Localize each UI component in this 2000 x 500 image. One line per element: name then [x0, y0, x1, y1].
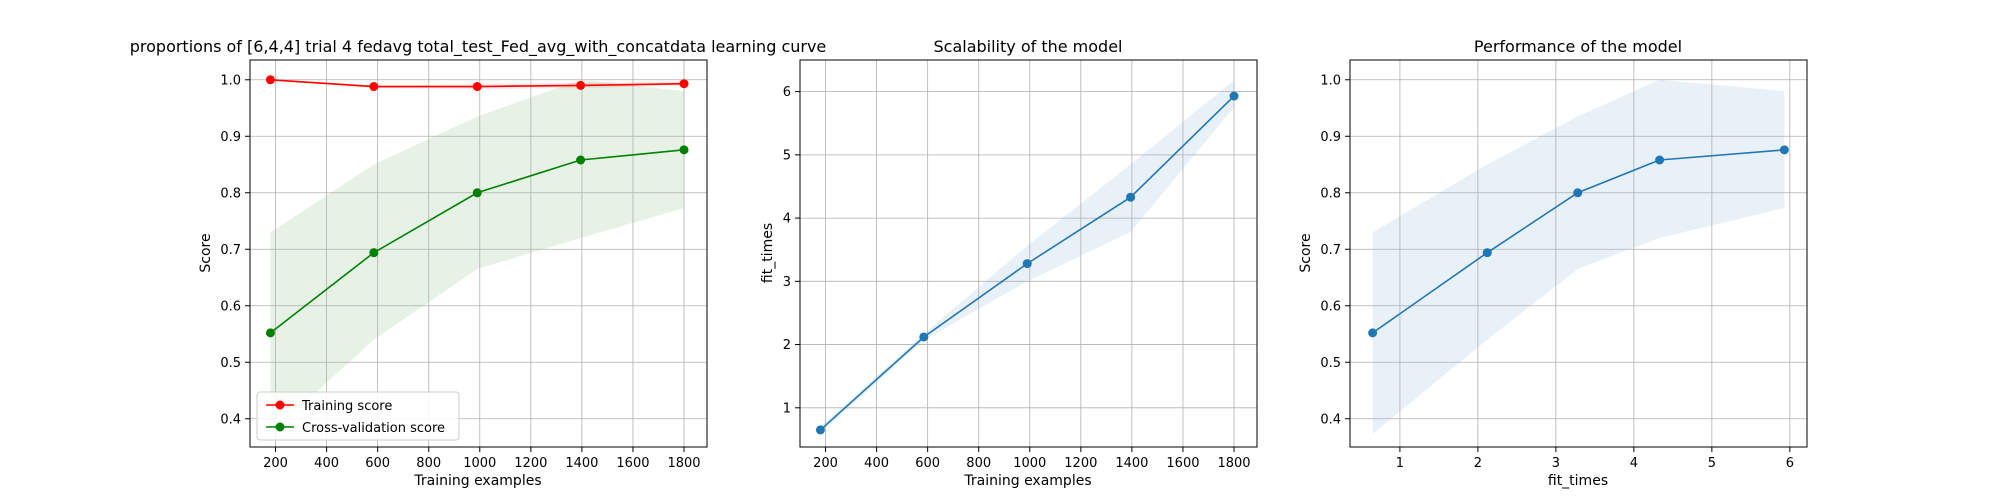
plot-area-border: [1349, 59, 1808, 448]
x-tick-label-4: 1000: [1013, 456, 1046, 471]
y-tick-label-0: 0.4: [1320, 412, 1341, 427]
panel-learning-curve: 200 400 600 800 1000 1200 1400 1600 1800 0.4 0.5 0.…: [130, 37, 827, 489]
data-point-0-1: [919, 332, 929, 342]
chart-title: proportions of [6,4,4] trial 4 fedavg to…: [130, 37, 827, 57]
data-point-0-2: [1022, 259, 1032, 269]
y-tick-label-3: 0.7: [220, 243, 241, 258]
data-point-0-0: [1368, 328, 1378, 338]
x-tick-label-0: 1: [1396, 456, 1404, 471]
x-tick-label-3: 4: [1630, 456, 1638, 471]
y-tick-label-5: 0.9: [220, 130, 241, 145]
y-tick-label-1: 0.5: [220, 356, 241, 371]
data-point-0-4: [679, 79, 689, 89]
plot-area-frame: [250, 60, 707, 447]
x-tick-label-7: 1600: [616, 456, 649, 471]
chart-title: Performance of the model: [1474, 37, 1682, 56]
data-point-0-2: [1573, 188, 1583, 198]
y-tick-label-4: 0.8: [220, 186, 241, 201]
x-tick-label-7: 1600: [1166, 456, 1199, 471]
y-tick-label-3: 0.7: [1320, 243, 1341, 258]
data-point-0-2: [472, 82, 482, 92]
x-tick-label-2: 600: [365, 456, 390, 471]
data-point-0-3: [1126, 192, 1136, 202]
x-tick-label-6: 1400: [565, 456, 598, 471]
y-tick-label-1: 0.5: [1320, 356, 1341, 371]
legend-cv-marker: [275, 422, 285, 432]
x-tick-label-2: 600: [915, 456, 940, 471]
data-point-1-4: [679, 145, 689, 155]
legend-box: [256, 391, 460, 441]
y-axis-label: Score: [1298, 233, 1314, 272]
y-tick-label-5: 6: [783, 85, 791, 100]
data-point-0-1: [369, 82, 379, 92]
plot-area-frame: [800, 60, 1257, 447]
y-tick-label-4: 0.8: [1320, 186, 1341, 201]
x-tick-label-5: 1200: [514, 456, 547, 471]
y-tick-label-5: 0.9: [1320, 130, 1341, 145]
y-axis-label: Score: [198, 233, 214, 272]
legend-training-marker: [275, 400, 285, 410]
y-tick-label-0: 0.4: [220, 412, 241, 427]
x-tick-label-1: 2: [1474, 456, 1482, 471]
data-point-0-0: [815, 425, 825, 435]
x-tick-label-5: 6: [1786, 456, 1794, 471]
y-tick-label-1: 2: [783, 338, 791, 353]
x-tick-label-3: 800: [416, 456, 441, 471]
data-point-0-4: [1229, 91, 1239, 101]
x-tick-label-4: 1000: [463, 456, 496, 471]
y-tick-label-6: 1.0: [1320, 73, 1341, 88]
y-tick-label-2: 0.6: [220, 299, 241, 314]
y-tick-label-3: 4: [783, 212, 791, 227]
confidence-band-0: [820, 80, 1235, 434]
chart-title: Scalability of the model: [934, 37, 1123, 56]
x-axis-label: Training examples: [413, 473, 541, 489]
plot-area-frame: [1350, 60, 1807, 447]
plot-area-border: [799, 59, 1258, 448]
y-tick-label-4: 5: [783, 148, 791, 163]
data-point-0-0: [265, 75, 275, 85]
x-tick-label-5: 1200: [1064, 456, 1097, 471]
x-axis-label: Training examples: [963, 473, 1091, 489]
legend-cv-label: Cross-validation score: [302, 421, 445, 436]
y-axis-label: fit_times: [760, 223, 776, 283]
y-tick-label-6: 1.0: [220, 73, 241, 88]
confidence-band-0: [1372, 79, 1785, 435]
plot-area-border: [249, 59, 708, 448]
x-tick-label-3: 800: [966, 456, 991, 471]
data-point-0-3: [576, 80, 586, 90]
data-point-1-0: [265, 328, 275, 338]
data-point-1-1: [369, 248, 379, 258]
x-tick-label-6: 1400: [1115, 456, 1148, 471]
x-tick-label-8: 1800: [1217, 456, 1250, 471]
data-point-0-1: [1482, 248, 1492, 258]
panel-performance: 1 2 3 4 5 6 0.4 0.5 0.6 0.7 0.8 0.9 1.0 Performance …: [1298, 37, 1808, 489]
legend: Training score Cross-validation score: [256, 391, 460, 441]
x-axis-label: fit_times: [1548, 473, 1608, 489]
data-point-1-3: [576, 155, 586, 165]
y-tick-label-2: 0.6: [1320, 299, 1341, 314]
x-tick-label-8: 1800: [667, 456, 700, 471]
data-point-0-4: [1779, 145, 1789, 155]
x-tick-label-0: 200: [263, 456, 288, 471]
y-tick-label-0: 1: [783, 401, 791, 416]
confidence-band-1: [270, 79, 685, 435]
legend-training-label: Training score: [301, 399, 392, 414]
x-tick-label-2: 3: [1552, 456, 1560, 471]
x-tick-label-0: 200: [813, 456, 838, 471]
x-tick-label-1: 400: [864, 456, 889, 471]
panel-scalability: 200 400 600 800 1000 1200 1400 1600 1800 1 2 3 4 5 6 S…: [760, 37, 1258, 489]
data-point-1-2: [472, 188, 482, 198]
x-tick-label-4: 5: [1708, 456, 1716, 471]
y-tick-label-2: 3: [783, 275, 791, 290]
data-point-0-3: [1655, 155, 1665, 165]
x-tick-label-1: 400: [314, 456, 339, 471]
